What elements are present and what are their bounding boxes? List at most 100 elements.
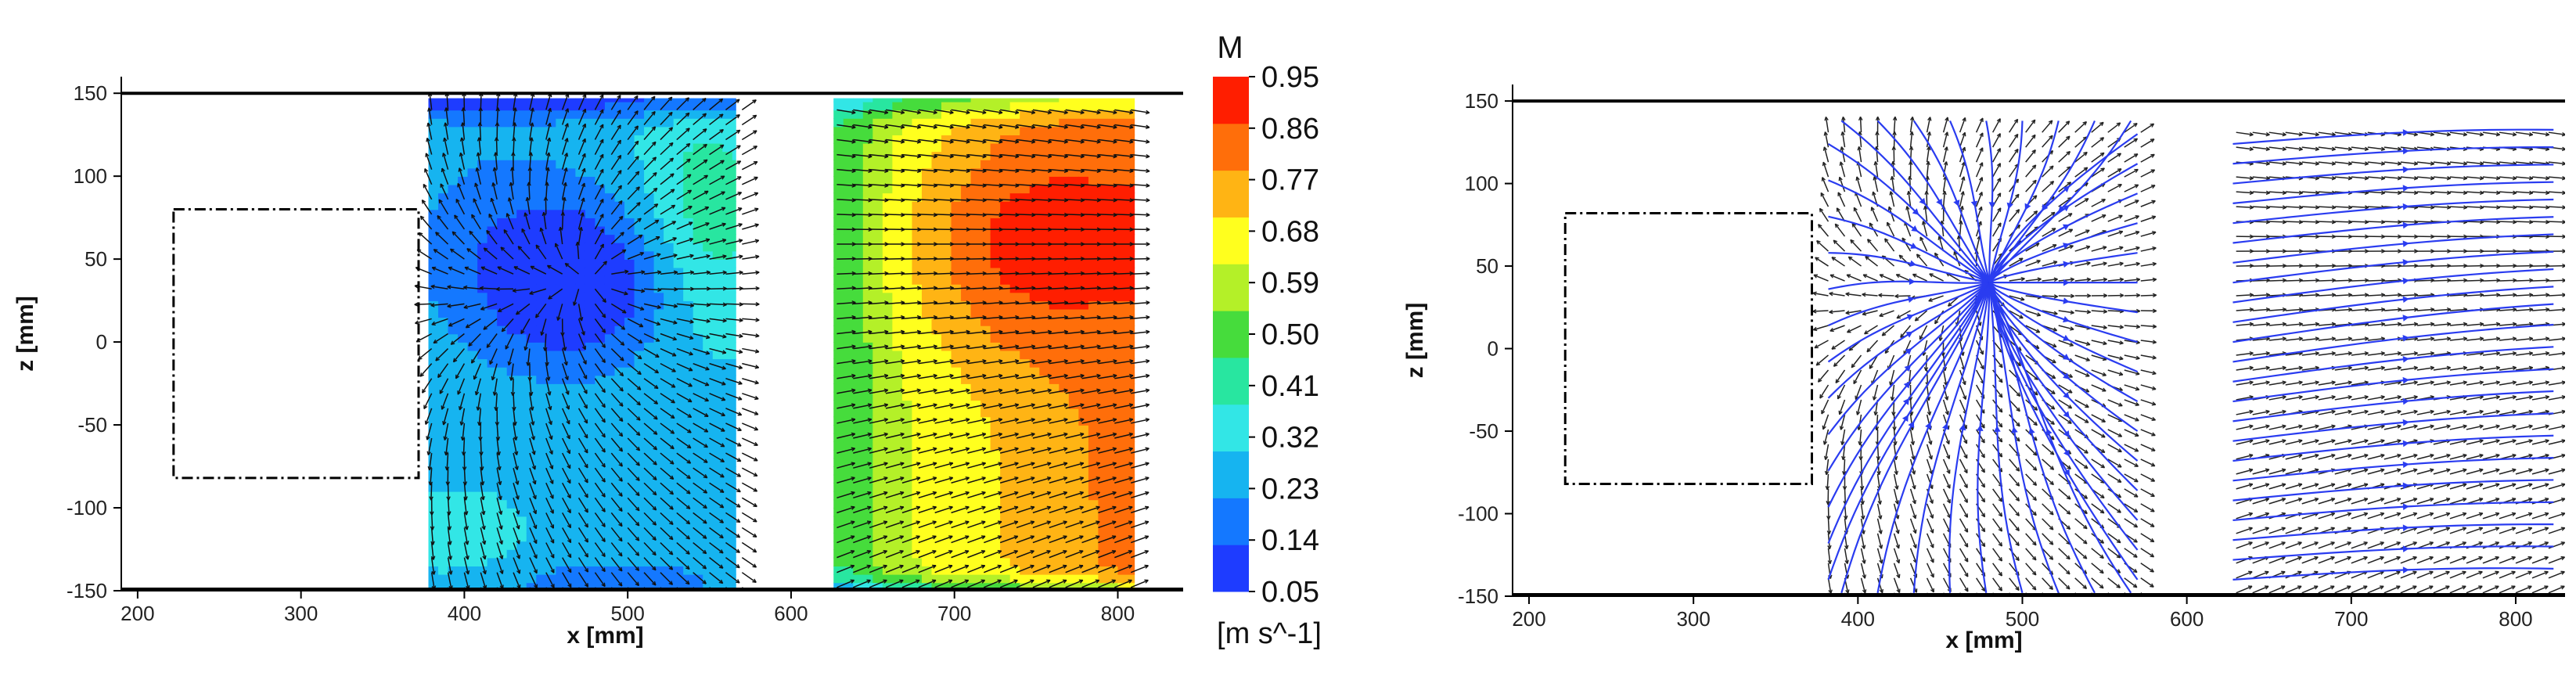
vector-arrow xyxy=(2548,483,2565,490)
vector-arrow xyxy=(2074,444,2089,454)
vector-arrow xyxy=(512,393,516,412)
vector-arrow xyxy=(540,318,547,336)
vector-arrow xyxy=(594,393,606,408)
vector-arrow xyxy=(594,557,606,573)
vector-arrow xyxy=(577,393,588,409)
vector-arrow xyxy=(1892,414,1897,431)
vector-arrow xyxy=(2351,395,2369,401)
vector-arrow xyxy=(610,124,621,140)
vector-arrow xyxy=(447,512,452,530)
vector-arrow xyxy=(1890,384,1895,401)
vector-arrow xyxy=(836,550,855,559)
vector-arrow xyxy=(901,447,921,454)
vector-arrow xyxy=(693,174,708,185)
vector-arrow xyxy=(577,378,588,394)
vector-arrow xyxy=(951,520,970,529)
vector-arrow xyxy=(2466,380,2484,386)
vector-arrow xyxy=(693,482,708,494)
vector-arrow xyxy=(2466,249,2484,254)
vector-arrow xyxy=(2433,365,2452,371)
vector-arrow xyxy=(725,114,740,126)
vector-arrow xyxy=(1000,388,1020,394)
vector-arrow xyxy=(918,124,937,129)
vector-arrow xyxy=(869,403,889,409)
vector-arrow xyxy=(2252,570,2269,579)
vector-arrow xyxy=(2466,336,2484,341)
left-y-axis-label: z [mm] xyxy=(13,296,38,372)
vector-arrow xyxy=(1831,340,1845,350)
vector-arrow xyxy=(1812,291,1829,297)
vector-arrow xyxy=(1909,117,1915,133)
vector-arrow xyxy=(1131,198,1150,203)
vector-arrow xyxy=(967,418,987,424)
vector-arrow xyxy=(2140,533,2155,543)
vector-arrow xyxy=(1065,329,1085,335)
vector-arrow xyxy=(742,437,758,446)
vector-arrow xyxy=(934,579,953,588)
streamline xyxy=(2232,346,2554,383)
vector-arrow xyxy=(1890,175,1895,192)
vector-arrow xyxy=(885,505,905,514)
vector-arrow xyxy=(660,422,675,434)
vector-arrow xyxy=(500,246,514,260)
vector-arrow xyxy=(1065,344,1085,350)
vector-arrow xyxy=(1846,274,1862,282)
vector-arrow xyxy=(967,520,986,529)
vector-arrow xyxy=(1926,146,1931,163)
vector-arrow xyxy=(452,348,465,363)
vector-arrow xyxy=(2058,277,2074,282)
vector-arrow xyxy=(2252,146,2270,152)
vector-arrow xyxy=(741,452,758,462)
vector-arrow xyxy=(660,437,675,450)
vector-arrow xyxy=(1049,447,1068,454)
vector-arrow xyxy=(836,344,856,350)
vector-arrow xyxy=(1826,488,1830,505)
vector-arrow xyxy=(545,137,552,155)
vector-arrow xyxy=(545,363,551,381)
vector-arrow xyxy=(1813,274,1829,282)
vector-arrow xyxy=(2515,541,2533,549)
vector-arrow xyxy=(1942,503,1951,519)
vector-arrow xyxy=(1114,329,1134,335)
vector-arrow xyxy=(869,476,888,484)
streamline xyxy=(2232,216,2554,244)
vector-arrow xyxy=(2367,219,2386,225)
vector-arrow xyxy=(594,527,606,542)
vector-arrow xyxy=(1032,388,1052,394)
vector-arrow xyxy=(1131,212,1150,218)
vector-arrow xyxy=(2268,541,2286,549)
vector-arrow xyxy=(1959,191,1965,207)
vector-arrow xyxy=(709,557,724,569)
vector-arrow xyxy=(709,408,725,416)
right-x-tick-label: 400 xyxy=(1841,607,1875,631)
vector-arrow xyxy=(1959,488,1968,503)
vector-arrow xyxy=(2318,175,2337,181)
vector-arrow xyxy=(628,288,646,293)
vector-arrow xyxy=(1016,520,1035,529)
streamline xyxy=(1988,282,2060,594)
vector-arrow xyxy=(1081,535,1100,544)
vector-arrow xyxy=(709,527,724,539)
vector-arrow xyxy=(577,138,586,155)
vector-arrow xyxy=(836,373,856,379)
vector-arrow xyxy=(2449,175,2468,181)
vector-arrow xyxy=(2091,340,2107,346)
vector-arrow xyxy=(480,527,487,545)
vector-arrow xyxy=(2466,439,2484,445)
vector-arrow xyxy=(2400,453,2418,460)
vector-arrow xyxy=(513,408,517,426)
vector-arrow xyxy=(2009,458,2020,472)
vector-arrow xyxy=(2042,244,2057,252)
vector-arrow xyxy=(2400,512,2418,520)
vector-arrow xyxy=(934,109,954,115)
vector-arrow xyxy=(1847,256,1862,267)
vector-arrow xyxy=(725,99,740,110)
vector-arrow xyxy=(465,318,481,329)
vector-arrow xyxy=(951,476,970,484)
vector-arrow xyxy=(426,137,433,155)
vector-arrow xyxy=(1875,131,1880,148)
vector-arrow xyxy=(2009,473,2020,487)
vector-arrow xyxy=(1098,418,1117,424)
vector-arrow xyxy=(709,222,726,230)
vector-arrow xyxy=(984,315,1003,320)
